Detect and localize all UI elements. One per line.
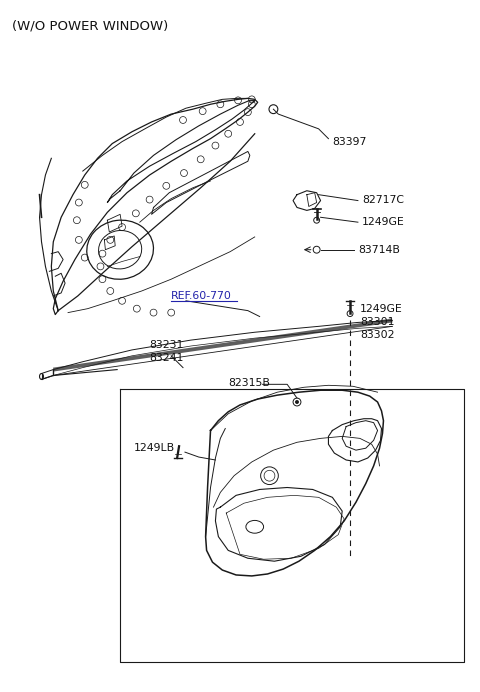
- Text: 83301: 83301: [360, 318, 395, 327]
- Text: 83241: 83241: [150, 353, 184, 363]
- Text: (W/O POWER WINDOW): (W/O POWER WINDOW): [12, 20, 168, 33]
- Text: 83302: 83302: [360, 330, 395, 340]
- Text: 1249GE: 1249GE: [362, 217, 405, 227]
- Text: 82717C: 82717C: [362, 194, 404, 205]
- Text: 1249LB: 1249LB: [134, 443, 175, 453]
- Text: 83231: 83231: [150, 340, 184, 350]
- Text: 83397: 83397: [332, 136, 367, 147]
- Text: 82315B: 82315B: [228, 379, 270, 388]
- Text: REF.60-770: REF.60-770: [171, 291, 232, 301]
- Circle shape: [295, 400, 299, 404]
- Text: 1249GE: 1249GE: [360, 304, 403, 313]
- Text: 83714B: 83714B: [358, 245, 400, 255]
